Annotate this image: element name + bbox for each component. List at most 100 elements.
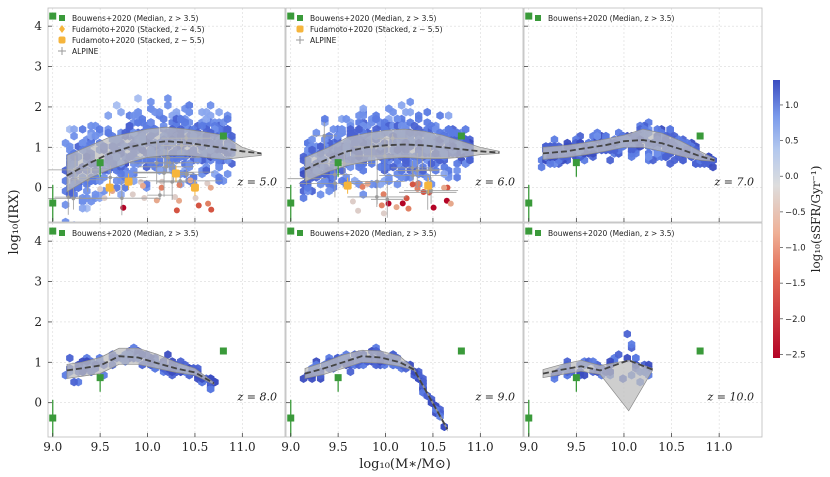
hex-cell [653,149,661,158]
x-tick-label: 10.0 [372,440,399,454]
colorbar-tick-label: −2.5 [785,350,806,360]
alpine-point [415,168,420,173]
hex-cell [117,190,125,199]
bouwens-point-3 [696,347,704,355]
legend-marker-fudamoto [296,25,304,33]
hex-cell [228,131,236,141]
hex-cell [202,114,210,124]
hex-cell [147,97,155,107]
hex-cell [342,114,350,124]
hex-cell [359,104,367,113]
alpine-point [184,172,189,177]
low-ssfr-point [349,198,356,205]
hex-cell [376,162,384,172]
colorbar-tick-label: 0.0 [785,172,799,182]
alpine-point [375,179,379,184]
hex-cell [606,155,614,165]
hex-cell [461,125,470,134]
hex-cell [393,114,402,124]
alpine-point [120,196,124,200]
alpine-point [411,173,415,178]
legend-marker-bouwens [59,15,65,21]
low-ssfr-point [403,195,410,202]
percentile-band [66,126,262,193]
panel-2: Bouwens+2020 (Median, z > 3.5) Fudamoto+2… [285,7,524,223]
percentile-band [542,359,653,412]
hex-cell [709,162,717,172]
alpine-point [165,155,170,160]
hex-cell [223,114,232,124]
panel-plot-area [287,227,465,437]
redshift-label: z = 9.0 [475,391,516,404]
hex-cell [304,183,312,192]
bouwens-point-1 [287,414,295,422]
panel-legend: Bouwens+2020 (Median, z > 3.5) Fudamoto+2… [296,14,443,45]
alpine-point [71,196,76,201]
hex-cell [198,121,206,131]
low-ssfr-point [176,181,183,188]
hex-cell [104,128,112,138]
hex-cell [623,329,631,339]
legend-text-3: Fudamoto+2020 (Stacked, z ∼ 5.5) [72,36,205,45]
legend-text-1: Bouwens+2020 (Median, z > 3.5) [548,229,675,238]
low-ssfr-point [385,200,392,207]
panel-plot-area [287,12,500,222]
hex-cell [83,186,91,196]
low-ssfr-point [405,205,412,212]
hex-cell [546,159,554,168]
x-tick-label: 9.5 [91,440,110,454]
fudamoto-point-1 [105,183,114,192]
colorbar-tick-label: −2.0 [785,315,806,325]
x-tick-label: 10.0 [611,440,638,454]
legend-text-1: Bouwens+2020 (Median, z > 3.5) [72,229,199,238]
median-line [542,139,715,162]
hex-cell [550,135,559,144]
panel-legend: Bouwens+2020 (Median, z > 3.5) [535,14,675,23]
low-ssfr-point [139,182,146,189]
fudamoto-point-2 [424,181,433,190]
hex-cell [78,125,87,134]
hex-cell [397,101,406,110]
hex-cell [78,204,87,213]
bouwens-point-1 [525,199,533,207]
hex-cell [355,162,363,172]
median-line [66,355,215,385]
hex-cell [164,350,172,359]
legend-marker-bouwens [59,230,65,236]
low-ssfr-point [120,204,127,211]
panel-frame [47,222,286,438]
alpine-point [164,165,169,169]
legend-marker-fudamoto [59,25,65,33]
panel-5: Bouwens+2020 (Median, z > 3.5) z = 9.0 9.0… [281,222,524,454]
x-tick-label: 10.5 [658,440,685,454]
x-tick-label: 11.0 [467,440,494,454]
low-ssfr-point [430,204,437,211]
alpine-point [410,166,415,170]
redshift-label: z = 8.0 [237,391,278,404]
hex-cell [308,135,316,144]
bouwens-point-2 [572,159,580,167]
x-tick-label: 11.0 [229,440,256,454]
low-ssfr-point [204,180,211,187]
hex-cell [215,107,223,117]
hex-cell [134,94,142,103]
bouwens-point-3 [457,132,465,140]
hex-cell [389,162,397,172]
hex-cell [550,374,559,383]
bouwens-point-4 [525,12,533,20]
low-ssfr-point [153,197,160,204]
low-ssfr-point [355,207,362,214]
redshift-label: z = 7.0 [714,176,755,189]
legend-text-1: Bouwens+2020 (Median, z > 3.5) [310,229,437,238]
hex-cell [449,128,457,138]
alpine-point [108,175,113,180]
hex-cell [70,377,78,387]
bouwens-point-1 [49,199,57,207]
bouwens-point-2 [334,374,342,382]
bouwens-point-1 [49,414,57,422]
hex-cell [172,107,181,117]
panel-legend: Bouwens+2020 (Median, z > 3.5) Fudamoto+2… [58,14,205,56]
hex-cell [316,179,325,189]
hex-cell [453,159,461,168]
hex-cell [427,159,436,168]
